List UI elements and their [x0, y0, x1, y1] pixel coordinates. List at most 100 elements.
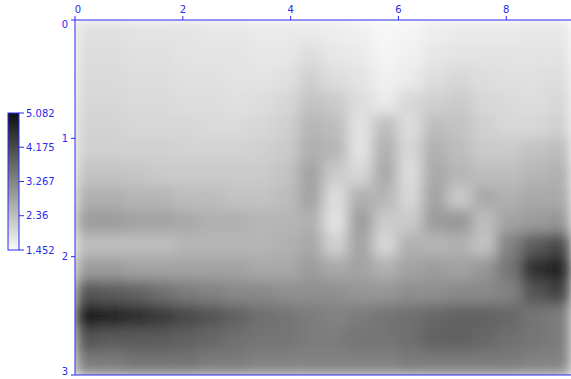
- cell: [174, 186, 199, 210]
- cell: [348, 91, 373, 115]
- cell: [546, 257, 571, 281]
- cell: [298, 280, 323, 304]
- cell: [224, 280, 249, 304]
- cell: [397, 328, 422, 352]
- y-tick-label: 0: [62, 19, 68, 30]
- cell: [373, 186, 398, 210]
- cell: [497, 138, 522, 162]
- cell: [273, 186, 298, 210]
- cell: [298, 91, 323, 115]
- cell: [546, 20, 571, 44]
- cell: [75, 280, 100, 304]
- cell: [521, 162, 546, 186]
- cell: [224, 328, 249, 352]
- cell: [174, 115, 199, 139]
- cell: [348, 186, 373, 210]
- cell: [125, 304, 150, 328]
- cell: [199, 44, 224, 68]
- cell: [472, 162, 497, 186]
- cell: [323, 91, 348, 115]
- x-tick: [290, 16, 291, 20]
- colorbar-tick: [19, 113, 24, 114]
- cell: [447, 115, 472, 139]
- cell: [497, 351, 522, 375]
- cell: [125, 233, 150, 257]
- cell: [100, 186, 125, 210]
- cell: [323, 44, 348, 68]
- cell: [75, 209, 100, 233]
- cell: [125, 44, 150, 68]
- cell: [249, 138, 274, 162]
- cell: [546, 186, 571, 210]
- cell: [546, 304, 571, 328]
- cell: [249, 233, 274, 257]
- cell: [298, 351, 323, 375]
- cell: [472, 44, 497, 68]
- cell: [397, 257, 422, 281]
- cell: [273, 44, 298, 68]
- y-tick: [71, 20, 75, 21]
- cell: [75, 328, 100, 352]
- cell: [174, 328, 199, 352]
- cell: [273, 233, 298, 257]
- cell: [521, 304, 546, 328]
- cell: [373, 280, 398, 304]
- cell: [397, 138, 422, 162]
- cell: [472, 351, 497, 375]
- cell: [100, 20, 125, 44]
- cell: [125, 115, 150, 139]
- cell: [373, 67, 398, 91]
- cell: [224, 162, 249, 186]
- cell: [521, 138, 546, 162]
- cell: [348, 304, 373, 328]
- x-tick-label: 2: [180, 4, 186, 15]
- cell: [249, 351, 274, 375]
- x-tick: [398, 16, 399, 20]
- cell: [149, 44, 174, 68]
- cell: [273, 351, 298, 375]
- cell: [472, 280, 497, 304]
- cell: [100, 280, 125, 304]
- x-tick-label: 4: [287, 4, 293, 15]
- colorbar: [8, 113, 19, 250]
- cell: [199, 233, 224, 257]
- cell: [249, 304, 274, 328]
- cell: [199, 115, 224, 139]
- x-tick: [182, 16, 183, 20]
- cell: [373, 257, 398, 281]
- cell: [75, 20, 100, 44]
- y-tick-label: 2: [62, 251, 68, 262]
- cell: [397, 304, 422, 328]
- cell: [75, 304, 100, 328]
- cell: [125, 67, 150, 91]
- y-axis: [75, 20, 76, 375]
- cell: [348, 138, 373, 162]
- cell: [273, 91, 298, 115]
- cell: [249, 162, 274, 186]
- cell: [149, 20, 174, 44]
- cell: [273, 67, 298, 91]
- colorbar-tick-label: 5.082: [26, 108, 55, 119]
- cell: [323, 257, 348, 281]
- cell: [521, 91, 546, 115]
- cell: [497, 44, 522, 68]
- cell: [546, 162, 571, 186]
- cell: [125, 257, 150, 281]
- cell: [422, 328, 447, 352]
- cell: [323, 233, 348, 257]
- x-tick-label: 6: [395, 4, 401, 15]
- cell: [224, 304, 249, 328]
- cell: [447, 67, 472, 91]
- y-tick: [71, 138, 75, 139]
- colorbar-tick: [19, 181, 24, 182]
- cell: [373, 162, 398, 186]
- cell: [397, 162, 422, 186]
- cell: [75, 162, 100, 186]
- cell: [447, 328, 472, 352]
- cell: [273, 328, 298, 352]
- cell: [125, 209, 150, 233]
- x-tick: [75, 16, 76, 20]
- cell: [323, 138, 348, 162]
- cell: [373, 138, 398, 162]
- cell: [323, 20, 348, 44]
